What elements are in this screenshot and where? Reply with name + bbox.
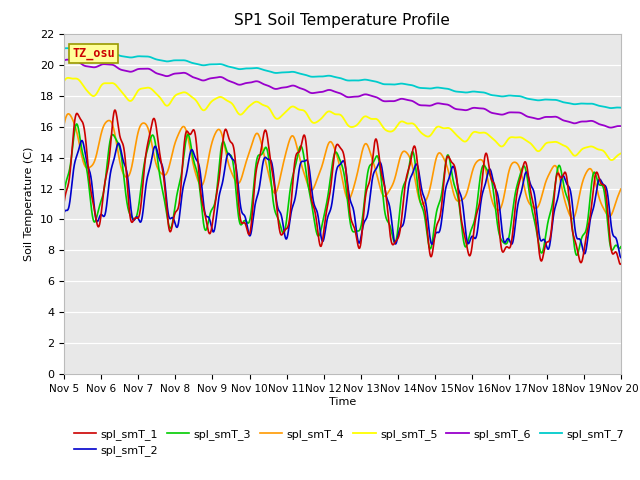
spl_smT_1 — [616, 262, 624, 267]
Line: spl_smT_7: spl_smT_7 — [64, 48, 621, 108]
spl_smT_4 — [569, 216, 577, 222]
spl_smT_7 — [593, 102, 600, 108]
spl_smT_7 — [607, 105, 615, 111]
spl_smT_7 — [60, 46, 68, 51]
Line: spl_smT_2: spl_smT_2 — [64, 141, 621, 257]
spl_smT_3 — [60, 191, 68, 197]
spl_smT_5 — [60, 78, 68, 84]
spl_smT_7 — [617, 105, 625, 110]
spl_smT_2 — [406, 177, 414, 182]
spl_smT_1 — [164, 218, 172, 224]
spl_smT_6 — [348, 94, 356, 100]
Line: spl_smT_1: spl_smT_1 — [64, 110, 621, 264]
spl_smT_4 — [348, 190, 356, 196]
spl_smT_3 — [348, 227, 356, 233]
spl_smT_2 — [348, 202, 356, 208]
spl_smT_3 — [73, 121, 81, 127]
spl_smT_4 — [508, 161, 516, 167]
spl_smT_1 — [212, 195, 220, 201]
Y-axis label: Soil Temperature (C): Soil Temperature (C) — [24, 147, 35, 261]
spl_smT_3 — [508, 216, 516, 221]
spl_smT_6 — [593, 120, 600, 126]
spl_smT_1 — [593, 169, 600, 175]
spl_smT_2 — [617, 254, 625, 260]
spl_smT_7 — [63, 45, 70, 51]
spl_smT_6 — [406, 97, 414, 103]
spl_smT_1 — [348, 219, 356, 225]
X-axis label: Time: Time — [329, 397, 356, 407]
spl_smT_7 — [212, 61, 220, 67]
spl_smT_6 — [617, 123, 625, 129]
spl_smT_6 — [607, 125, 614, 131]
spl_smT_2 — [60, 210, 68, 216]
spl_smT_5 — [64, 75, 72, 81]
spl_smT_5 — [593, 146, 600, 152]
spl_smT_4 — [593, 186, 601, 192]
spl_smT_1 — [60, 200, 68, 206]
Line: spl_smT_3: spl_smT_3 — [64, 124, 621, 255]
spl_smT_3 — [617, 244, 625, 250]
spl_smT_6 — [60, 58, 68, 63]
Text: TZ_osu: TZ_osu — [72, 47, 115, 60]
spl_smT_6 — [212, 75, 220, 81]
spl_smT_3 — [573, 252, 580, 258]
spl_smT_6 — [64, 57, 72, 62]
spl_smT_2 — [78, 138, 86, 144]
spl_smT_4 — [60, 122, 68, 128]
spl_smT_4 — [617, 186, 625, 192]
spl_smT_5 — [348, 124, 356, 130]
spl_smT_4 — [65, 111, 72, 117]
spl_smT_3 — [406, 158, 414, 164]
spl_smT_7 — [508, 93, 516, 98]
spl_smT_7 — [348, 78, 356, 84]
spl_smT_2 — [164, 208, 172, 214]
spl_smT_3 — [212, 193, 220, 199]
spl_smT_3 — [164, 218, 172, 224]
Legend: spl_smT_1, spl_smT_2, spl_smT_3, spl_smT_4, spl_smT_5, spl_smT_6, spl_smT_7: spl_smT_1, spl_smT_2, spl_smT_3, spl_smT… — [70, 424, 628, 460]
spl_smT_2 — [212, 216, 220, 222]
spl_smT_7 — [164, 59, 172, 64]
spl_smT_5 — [164, 103, 172, 108]
spl_smT_3 — [593, 176, 601, 181]
spl_smT_4 — [164, 168, 172, 173]
Title: SP1 Soil Temperature Profile: SP1 Soil Temperature Profile — [234, 13, 451, 28]
spl_smT_1 — [111, 107, 119, 113]
spl_smT_2 — [593, 187, 600, 193]
spl_smT_7 — [406, 82, 414, 88]
Line: spl_smT_4: spl_smT_4 — [64, 114, 621, 219]
spl_smT_2 — [508, 241, 516, 247]
spl_smT_4 — [212, 129, 220, 135]
spl_smT_4 — [406, 155, 414, 161]
spl_smT_5 — [406, 120, 414, 126]
spl_smT_1 — [406, 162, 414, 168]
spl_smT_1 — [617, 261, 625, 267]
spl_smT_1 — [508, 237, 516, 243]
spl_smT_6 — [164, 73, 172, 79]
spl_smT_5 — [617, 151, 625, 156]
spl_smT_5 — [508, 134, 516, 140]
Line: spl_smT_6: spl_smT_6 — [64, 60, 621, 128]
spl_smT_6 — [508, 109, 516, 115]
Line: spl_smT_5: spl_smT_5 — [64, 78, 621, 160]
spl_smT_5 — [212, 96, 220, 101]
spl_smT_5 — [608, 157, 616, 163]
